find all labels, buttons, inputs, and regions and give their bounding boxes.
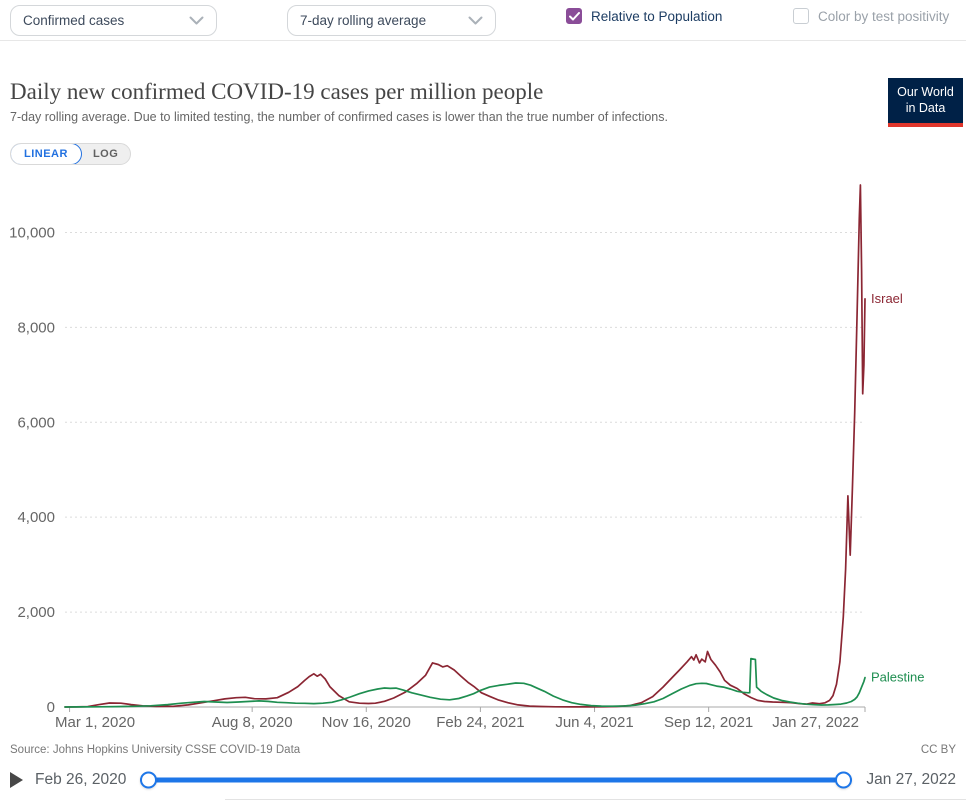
- y-axis-tick-label: 4,000: [17, 509, 55, 526]
- chevron-down-icon: [189, 13, 204, 28]
- x-axis-tick-label: Aug 8, 2020: [212, 714, 293, 731]
- timeline-end-date: Jan 27, 2022: [866, 771, 956, 788]
- owid-logo-text: Our World in Data: [888, 78, 963, 123]
- x-axis-tick-label: Sep 12, 2021: [664, 714, 753, 731]
- timeline-start-date: Feb 26, 2020: [35, 771, 127, 788]
- y-axis-tick-label: 0: [47, 699, 55, 716]
- y-axis-tick-label: 6,000: [17, 414, 55, 431]
- x-axis-tick-label: Jan 27, 2022: [772, 714, 859, 731]
- y-axis-tick-label: 8,000: [17, 319, 55, 336]
- series-label-israel[interactable]: Israel: [871, 291, 903, 306]
- timeline-start-handle[interactable]: [140, 771, 158, 789]
- owid-logo[interactable]: Our World in Data: [888, 78, 963, 127]
- checkbox-unchecked-icon[interactable]: [793, 8, 809, 24]
- y-axis-tick-label: 10,000: [9, 224, 55, 241]
- timeline-track[interactable]: [140, 777, 853, 783]
- x-axis-tick-label: Jun 4, 2021: [555, 714, 633, 731]
- color-by-test-positivity-checkbox[interactable]: Color by test positivity: [793, 8, 949, 24]
- relative-to-population-label: Relative to Population: [591, 8, 723, 24]
- timeline-control: Feb 26, 2020 Jan 27, 2022: [0, 765, 966, 795]
- interval-dropdown-value: 7-day rolling average: [300, 13, 427, 28]
- source-line[interactable]: Source: Johns Hopkins University CSSE CO…: [10, 744, 301, 756]
- chart-footer: Source: Johns Hopkins University CSSE CO…: [0, 744, 966, 756]
- owid-logo-line2: in Data: [905, 101, 946, 116]
- license-link[interactable]: CC BY: [920, 744, 956, 756]
- color-by-test-positivity-label: Color by test positivity: [818, 8, 950, 24]
- series-label-palestine[interactable]: Palestine: [871, 670, 924, 685]
- series-line-israel[interactable]: [64, 184, 866, 708]
- owid-logo-red-bar: [888, 122, 963, 127]
- top-controls-bar: Confirmed cases 7-day rolling average Re…: [0, 0, 966, 41]
- checkbox-checked-icon[interactable]: [566, 8, 582, 24]
- log-scale-button[interactable]: LOG: [92, 148, 119, 160]
- y-axis-tick-label: 2,000: [17, 604, 55, 621]
- series-line-palestine[interactable]: [64, 657, 866, 708]
- metric-dropdown-value: Confirmed cases: [23, 13, 125, 28]
- linear-scale-button[interactable]: LINEAR: [11, 144, 82, 164]
- chart-title: Daily new confirmed COVID-19 cases per m…: [10, 79, 544, 104]
- scale-toggle: LINEAR LOG: [10, 143, 132, 165]
- relative-to-population-checkbox[interactable]: Relative to Population: [566, 8, 722, 24]
- owid-logo-line1: Our World: [897, 85, 954, 99]
- chart-canvas[interactable]: 0 2,000 4,000 6,000 8,000 10,000 Mar 1, 2020 Au…: [0, 170, 966, 742]
- chart-subtitle: 7-day rolling average. Due to limited te…: [10, 110, 668, 124]
- chevron-down-icon: [468, 13, 483, 28]
- x-axis-tick-label: Feb 24, 2021: [436, 714, 524, 731]
- interval-dropdown[interactable]: 7-day rolling average: [287, 5, 496, 36]
- x-axis-tick-label: Nov 16, 2020: [322, 714, 411, 731]
- timeline-slider[interactable]: [140, 771, 853, 789]
- play-button[interactable]: [10, 771, 26, 789]
- x-axis-tick-label: Mar 1, 2020: [55, 714, 135, 731]
- timeline-end-handle[interactable]: [835, 771, 853, 789]
- metric-dropdown[interactable]: Confirmed cases: [10, 5, 217, 36]
